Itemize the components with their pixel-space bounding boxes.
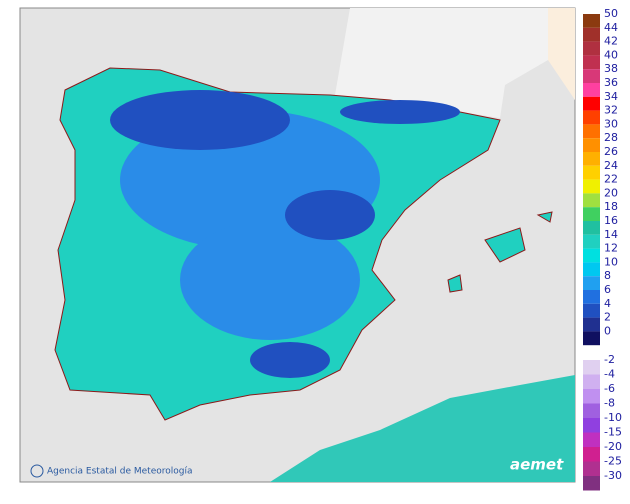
legend-swatch (583, 83, 600, 97)
legend-label: 18 (604, 200, 618, 213)
france (335, 8, 548, 118)
legend-swatch (583, 124, 600, 139)
legend-label: -4 (604, 368, 615, 381)
legend-label: -10 (604, 411, 622, 424)
legend-swatch (583, 360, 600, 375)
legend-swatch (583, 403, 600, 418)
legend-swatch (583, 418, 600, 433)
legend-label: 24 (604, 159, 618, 172)
legend-label: 44 (604, 21, 618, 34)
legend-label: 38 (604, 62, 618, 75)
legend-label: -2 (604, 353, 615, 366)
mallorca (484, 227, 526, 263)
legend-label: 8 (604, 269, 611, 282)
legend-swatch (583, 290, 600, 304)
legend-swatch (583, 276, 600, 290)
legend-label: -6 (604, 382, 615, 395)
legend-label: 42 (604, 35, 618, 48)
legend-swatch (583, 389, 600, 404)
plateau-south (180, 220, 360, 340)
legend-label: 16 (604, 214, 618, 227)
legend-swatch (583, 96, 600, 111)
cantabrian (110, 90, 290, 150)
legend-swatch (583, 447, 600, 462)
credit: Agencia Estatal de Meteorología (47, 467, 193, 477)
legend-label: 2 (604, 311, 611, 324)
legend-swatch (583, 152, 600, 166)
legend-swatch (583, 476, 600, 491)
legend-swatch (583, 179, 600, 194)
legend-swatch (583, 41, 600, 56)
iberian-range (285, 190, 375, 240)
legend-swatch (583, 331, 600, 346)
credit-logo (30, 464, 44, 478)
legend-label: 36 (604, 76, 618, 89)
legend-swatch (583, 303, 600, 318)
menorca (536, 211, 553, 223)
legend-label: 14 (604, 228, 618, 241)
legend-label: 40 (604, 48, 618, 61)
legend-swatch (583, 374, 600, 389)
legend-swatch (583, 55, 600, 70)
legend-swatch (583, 110, 600, 125)
legend-swatch (583, 248, 600, 263)
legend-label: -30 (604, 469, 622, 482)
pyrenees (340, 100, 460, 124)
legend-swatch (583, 138, 600, 152)
italy (548, 8, 575, 100)
legend-swatch (583, 69, 600, 83)
legend-label: 26 (604, 145, 618, 158)
legend-label: -15 (604, 426, 622, 439)
legend: 5044424038363432302826242220181614121086… (583, 7, 622, 491)
legend-label: 34 (604, 90, 618, 103)
sierra-nevada (250, 342, 330, 378)
legend-label: 4 (604, 297, 611, 310)
legend-label: -25 (604, 455, 622, 468)
legend-swatch (583, 207, 600, 221)
legend-label: 30 (604, 117, 618, 130)
africa (270, 375, 575, 482)
legend-label: 32 (604, 104, 618, 117)
logo: aemet (510, 456, 564, 474)
legend-label: -20 (604, 440, 622, 453)
legend-swatch (583, 165, 600, 180)
legend-label: 28 (604, 131, 618, 144)
legend-swatch (583, 234, 600, 249)
legend-label: 20 (604, 186, 618, 199)
legend-label: 50 (604, 7, 618, 20)
legend-swatch (583, 461, 600, 476)
legend-swatch (583, 14, 600, 28)
ibiza (447, 274, 463, 293)
legend-label: -8 (604, 397, 615, 410)
legend-label: 12 (604, 242, 618, 255)
legend-swatch (583, 221, 600, 235)
legend-swatch (583, 193, 600, 208)
legend-label: 0 (604, 324, 611, 337)
legend-label: 6 (604, 283, 611, 296)
legend-swatch (583, 262, 600, 277)
legend-swatch (583, 27, 600, 42)
legend-swatch (583, 317, 600, 332)
legend-label: 22 (604, 173, 618, 186)
legend-swatch (583, 432, 600, 447)
legend-label: 10 (604, 255, 618, 268)
